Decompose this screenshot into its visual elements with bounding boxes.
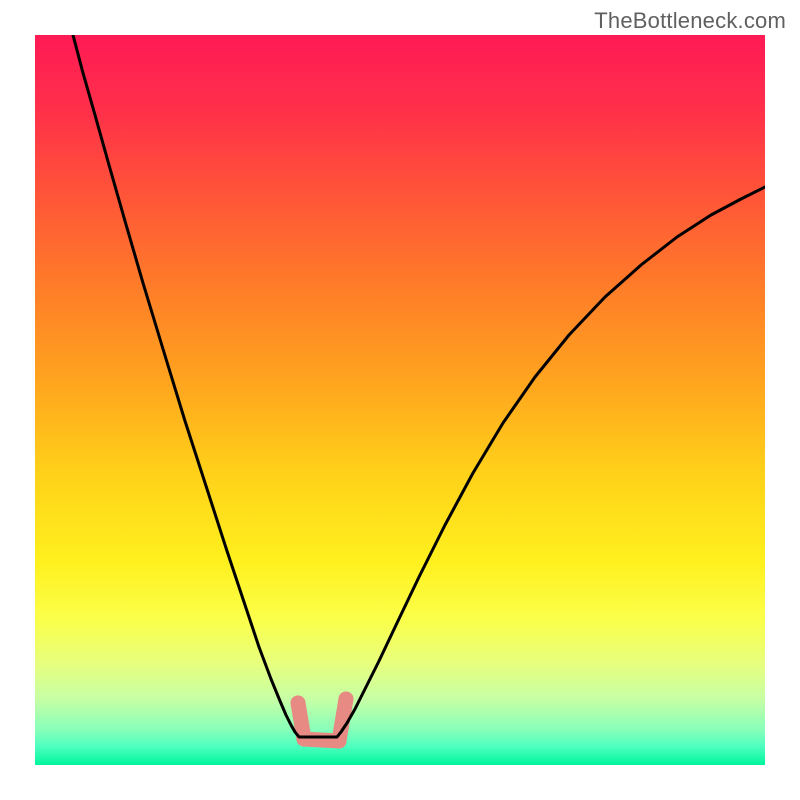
gradient-background	[35, 35, 765, 765]
marker-dot	[339, 692, 354, 707]
watermark-text: TheBottleneck.com	[594, 8, 786, 34]
chart-root: TheBottleneck.com	[0, 0, 800, 800]
chart-svg	[35, 35, 765, 765]
chart-frame	[35, 35, 765, 765]
